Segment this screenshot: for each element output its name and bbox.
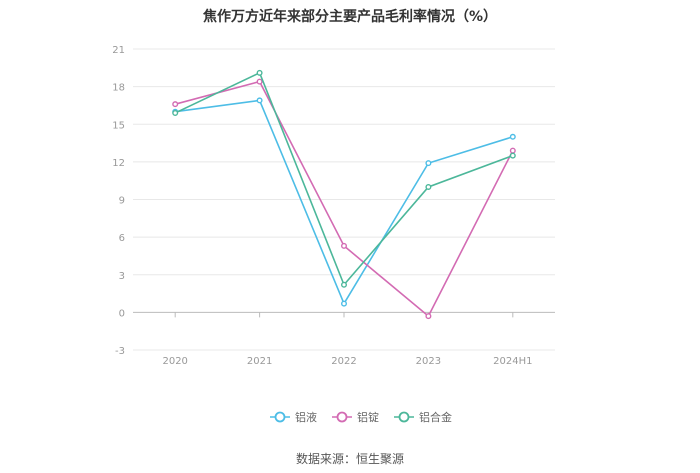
data-point[interactable] [341, 281, 348, 288]
legend-marker [398, 411, 410, 423]
y-tick-label: -3 [115, 346, 125, 357]
data-point[interactable] [256, 97, 263, 104]
data-point[interactable] [172, 109, 179, 116]
legend[interactable]: 铝液 铝锭 铝合金 [270, 410, 452, 424]
y-tick-label: 0 [119, 308, 125, 319]
y-tick-label: 21 [112, 45, 125, 56]
legend-marker [274, 411, 286, 423]
legend-label: 铝液 [295, 410, 317, 424]
legend-item-0[interactable]: 铝液 [270, 410, 317, 424]
data-point[interactable] [341, 242, 348, 249]
series-1 [172, 78, 516, 320]
data-point[interactable] [425, 313, 432, 320]
data-point[interactable] [425, 183, 432, 190]
x-tick-label: 2024H1 [493, 356, 532, 367]
series-line [175, 99, 514, 306]
y-tick-label: 6 [119, 233, 125, 244]
legend-label: 铝合金 [419, 410, 452, 424]
data-source: 数据来源：恒生聚源 [295, 452, 404, 466]
series-2 [172, 69, 516, 288]
data-point[interactable] [509, 152, 516, 159]
x-tick-label: 2020 [162, 356, 187, 367]
legend-item-1[interactable]: 铝锭 [332, 410, 379, 424]
x-tick-label: 2022 [331, 356, 356, 367]
y-tick-label: 15 [112, 120, 125, 131]
y-tick-label: 18 [112, 83, 125, 94]
data-point[interactable] [172, 101, 179, 108]
chart-title: 焦作万方近年来部分主要产品毛利率情况（%） [202, 9, 498, 25]
y-axis: -3 0 3 6 9 12 15 18 21 [112, 45, 125, 357]
y-tick-label: 3 [119, 271, 125, 282]
data-point[interactable] [341, 300, 348, 307]
data-point[interactable] [509, 147, 516, 154]
legend-label: 铝锭 [357, 410, 379, 424]
y-tick-label: 12 [112, 158, 125, 169]
x-tick-label: 2021 [247, 356, 272, 367]
x-tick-label: 2023 [416, 356, 441, 367]
y-tick-label: 9 [119, 196, 125, 207]
data-point[interactable] [509, 133, 516, 140]
x-axis: 2020 2021 2022 2023 2024H1 [162, 312, 532, 367]
series-line [174, 80, 514, 318]
data-point[interactable] [425, 160, 432, 167]
legend-item-2[interactable]: 铝合金 [394, 410, 452, 424]
legend-marker [336, 411, 348, 423]
series-group [172, 69, 516, 320]
data-point[interactable] [256, 69, 263, 76]
data-point[interactable] [256, 78, 263, 85]
